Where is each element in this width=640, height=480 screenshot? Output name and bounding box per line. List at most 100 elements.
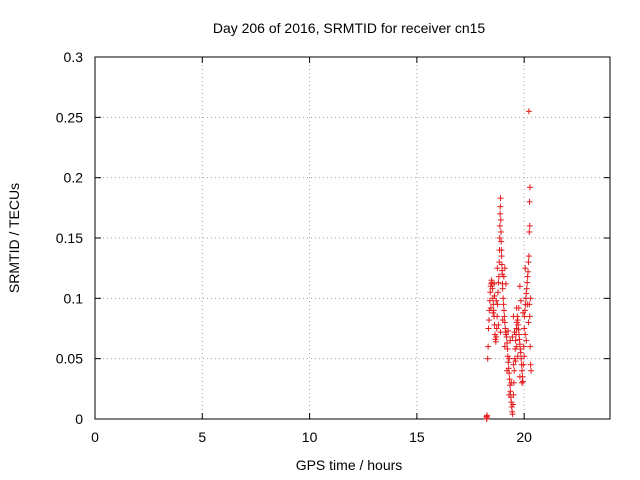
x-tick-labels: 0 5 10 15 20 xyxy=(91,429,532,445)
data-point xyxy=(485,325,492,332)
data-point xyxy=(485,317,492,324)
data-point xyxy=(524,301,531,308)
data-point xyxy=(506,376,513,383)
data-point xyxy=(493,325,500,332)
data-point xyxy=(497,216,504,223)
data-point xyxy=(505,359,512,366)
data-point xyxy=(502,280,509,287)
data-point xyxy=(500,273,507,280)
data-point xyxy=(501,265,508,272)
data-point xyxy=(497,203,504,210)
data-point xyxy=(499,317,506,324)
data-point xyxy=(496,222,503,229)
data-point xyxy=(487,304,494,311)
data-point xyxy=(525,108,532,115)
data-point xyxy=(511,329,518,336)
data-point xyxy=(510,313,517,320)
data-point xyxy=(520,361,527,368)
data-point xyxy=(523,285,530,292)
data-point xyxy=(525,268,532,275)
x-tick-label: 15 xyxy=(409,429,425,445)
data-point xyxy=(520,343,527,350)
data-point xyxy=(501,343,508,350)
data-point xyxy=(497,329,504,336)
data-point xyxy=(526,184,533,191)
data-point xyxy=(491,292,498,299)
data-point xyxy=(522,331,529,338)
data-point xyxy=(494,313,501,320)
data-point xyxy=(495,279,502,286)
data-point xyxy=(527,343,534,350)
data-point xyxy=(521,353,528,360)
data-point xyxy=(520,309,527,316)
y-tick-label: 0.3 xyxy=(64,49,84,65)
data-point xyxy=(493,297,500,304)
data-point xyxy=(501,313,508,320)
chart-title: Day 206 of 2016, SRMTID for receiver cn1… xyxy=(213,20,486,36)
data-point xyxy=(509,333,516,340)
data-point xyxy=(526,228,533,235)
y-tick-label: 0.05 xyxy=(56,351,83,367)
data-point xyxy=(493,333,500,340)
x-tick-label: 10 xyxy=(302,429,318,445)
data-point xyxy=(496,235,503,241)
data-point xyxy=(522,265,529,272)
data-points xyxy=(483,108,535,422)
data-point xyxy=(526,313,533,320)
data-point xyxy=(518,355,525,362)
data-point xyxy=(526,198,533,205)
gridlines xyxy=(95,57,610,419)
y-tick-label: 0.1 xyxy=(64,290,84,306)
data-point xyxy=(527,295,534,302)
tick-marks xyxy=(94,56,610,420)
data-point xyxy=(500,301,507,308)
data-point xyxy=(519,367,526,374)
data-point xyxy=(521,325,528,332)
data-point xyxy=(525,259,532,266)
data-point xyxy=(498,253,505,260)
data-point xyxy=(513,304,520,311)
data-point xyxy=(514,353,521,360)
y-tick-label: 0.25 xyxy=(56,109,83,125)
data-point xyxy=(513,343,520,350)
data-point xyxy=(491,280,498,287)
y-tick-label: 0.15 xyxy=(56,230,83,246)
x-tick-label: 20 xyxy=(516,429,532,445)
data-point xyxy=(484,412,491,419)
data-point xyxy=(527,361,534,368)
data-point xyxy=(509,411,516,418)
data-point xyxy=(506,391,513,398)
data-point xyxy=(499,285,506,292)
data-point xyxy=(510,401,517,408)
data-point xyxy=(495,321,502,328)
x-tick-label: 5 xyxy=(198,429,206,445)
y-axis-label: SRMTID / TECUs xyxy=(6,183,22,293)
y-tick-label: 0.2 xyxy=(64,170,84,186)
data-point xyxy=(486,297,493,304)
data-point xyxy=(494,289,501,296)
data-point xyxy=(521,313,528,320)
data-point xyxy=(525,253,532,260)
data-point xyxy=(505,327,512,334)
data-point xyxy=(498,261,505,268)
data-point xyxy=(506,355,513,362)
data-point xyxy=(511,367,518,374)
data-point xyxy=(500,295,507,302)
data-point xyxy=(504,367,510,374)
data-point xyxy=(508,379,515,386)
data-point xyxy=(498,238,505,245)
data-point xyxy=(510,361,517,368)
data-point xyxy=(519,379,526,386)
data-point xyxy=(507,337,514,344)
data-point xyxy=(512,337,519,344)
data-point xyxy=(523,337,530,344)
x-tick-label: 0 xyxy=(91,429,99,445)
data-point xyxy=(512,358,519,365)
data-point xyxy=(484,355,491,362)
data-point xyxy=(497,228,504,235)
data-point xyxy=(487,289,494,296)
data-point xyxy=(517,297,524,304)
data-point xyxy=(489,285,496,292)
data-point xyxy=(503,333,510,340)
data-point xyxy=(516,283,523,290)
